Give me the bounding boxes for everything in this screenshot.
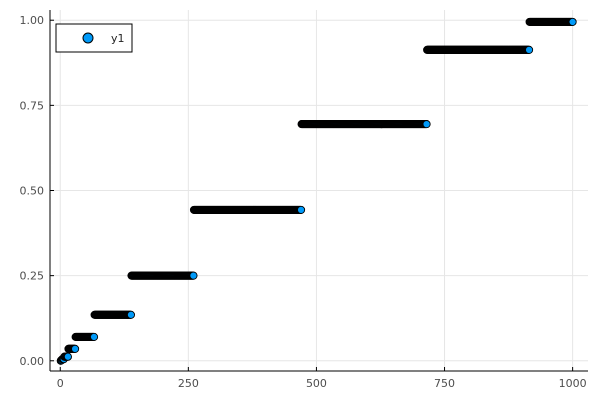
data-point bbox=[90, 332, 99, 341]
data-point bbox=[71, 344, 80, 353]
y-tick-label: 0.50 bbox=[20, 185, 45, 198]
x-tick-label: 0 bbox=[57, 377, 64, 390]
tick-labels: 0 250 500 750 1000 0.00 0.25 0.50 0.75 1.00 bbox=[20, 14, 587, 390]
data-point bbox=[525, 45, 534, 54]
legend-box bbox=[55, 23, 133, 53]
axes bbox=[49, 10, 588, 372]
y-tick-label: 0.00 bbox=[20, 355, 45, 368]
legend-marker bbox=[82, 32, 94, 44]
data-point bbox=[297, 205, 306, 214]
scatter-points bbox=[56, 17, 577, 365]
y-tick-label: 0.25 bbox=[20, 270, 45, 283]
x-tick-label: 750 bbox=[434, 377, 455, 390]
x-tick-label: 250 bbox=[178, 377, 199, 390]
x-tick-label: 500 bbox=[306, 377, 327, 390]
y-tick-label: 1.00 bbox=[20, 14, 45, 27]
x-tick-label: 1000 bbox=[559, 377, 587, 390]
grid-lines bbox=[50, 10, 588, 371]
y-tick-label: 0.75 bbox=[20, 99, 45, 112]
data-point bbox=[63, 352, 72, 361]
data-point bbox=[422, 120, 431, 129]
legend-label-y1: y1 bbox=[111, 32, 125, 45]
data-point bbox=[126, 310, 136, 319]
data-point bbox=[189, 271, 198, 280]
legend: y1 bbox=[55, 23, 133, 53]
data-point bbox=[568, 17, 577, 26]
